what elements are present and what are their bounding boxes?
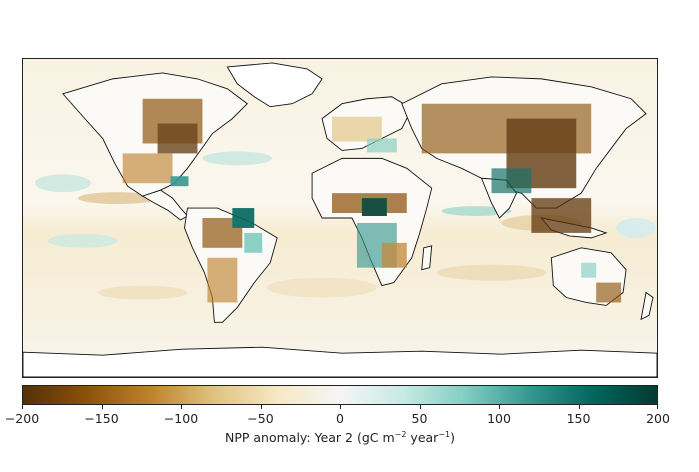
npp-anomaly-map [23,59,657,377]
label-mid: year [406,430,439,445]
label-exponent-2: −1 [438,430,451,439]
label-suffix: ) [450,430,456,445]
new-zealand [640,291,654,321]
colorbar-tick-mark [657,405,658,409]
colorbar-tick-mark [419,405,421,409]
colorbar-tick-mark [340,405,341,409]
colorbar-tick-label: 100 [487,411,511,426]
colorbar-tick-label: 150 [566,411,591,426]
colorbar-tick-label: −50 [247,411,274,426]
colorbar-tick-mark [499,405,500,409]
colorbar-ticks: −200 −150 −100 −50 0 50 100 150 200 [5,405,670,435]
colorbar-tick-mark [260,405,262,409]
madagascar [421,245,433,271]
colorbar-tick-label: −150 [84,411,119,426]
colorbar-tick-mark [181,405,182,409]
colorbar [22,385,658,405]
colorbar-tick-mark [22,405,23,409]
land-anomalies [122,98,622,303]
map-panel [22,58,658,378]
label-prefix: NPP anomaly: Year 2 (gC m [224,430,395,445]
colorbar-tick-mark [578,405,580,409]
greenland [226,62,323,108]
antarctica [23,346,657,377]
colorbar-tick-label: 50 [411,411,428,426]
label-exponent-1: −2 [394,430,407,439]
colorbar-label: NPP anomaly: Year 2 (gC m−2 year−1) [22,430,658,445]
colorbar-tick-label: −100 [163,411,199,426]
colorbar-tick-mark [101,405,103,409]
colorbar-tick-label: −200 [4,411,40,426]
colorbar-tick-label: 0 [336,411,344,426]
colorbar-tick-label: 200 [646,411,670,426]
